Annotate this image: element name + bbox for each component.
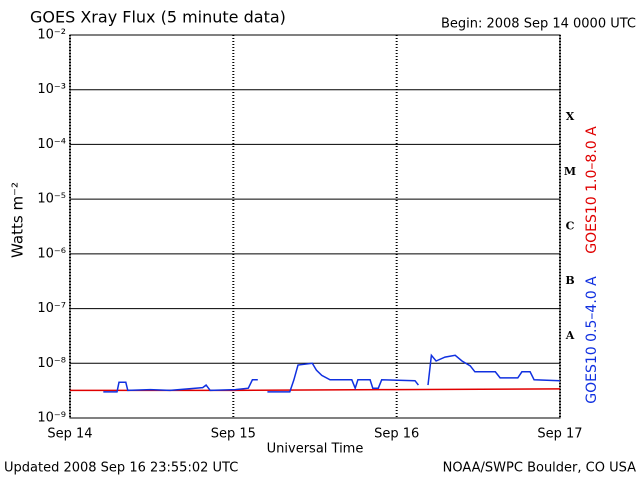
plot-frame <box>69 34 561 419</box>
y-tick-label: 10⁻⁷ <box>37 301 66 316</box>
begin-time: Begin: 2008 Sep 14 0000 UTC <box>441 17 636 32</box>
y-axis-label: Watts m⁻² <box>9 182 27 258</box>
x-tick-label: Sep 17 <box>537 427 582 442</box>
y-tick-label: 10⁻³ <box>37 82 66 97</box>
flare-class-label: A <box>565 329 575 342</box>
legend-entry: GOES10 1.0–8.0 A <box>584 126 600 254</box>
flare-class-label: X <box>566 110 575 123</box>
y-tick-label: 10⁻⁵ <box>37 192 66 207</box>
y-tick-label: 10⁻⁸ <box>37 356 66 371</box>
chart-title: GOES Xray Flux (5 minute data) <box>30 8 286 27</box>
footer-source: NOAA/SWPC Boulder, CO USA <box>443 461 636 476</box>
flare-class-label: M <box>564 165 576 178</box>
y-tick-label: 10⁻⁶ <box>37 246 66 261</box>
y-tick-label: 10⁻² <box>37 28 66 43</box>
flare-class-label: C <box>566 220 575 233</box>
y-tick-label: 10⁻⁹ <box>37 411 66 426</box>
y-tick-label: 10⁻⁴ <box>37 137 66 152</box>
footer-updated: Updated 2008 Sep 16 23:55:02 UTC <box>4 461 238 476</box>
legend-entry: GOES10 0.5–4.0 A <box>584 276 600 404</box>
x-axis-label: Universal Time <box>267 442 364 457</box>
x-tick-label: Sep 14 <box>47 427 92 442</box>
x-tick-label: Sep 16 <box>374 427 419 442</box>
x-tick-label: Sep 15 <box>211 427 256 442</box>
flare-class-label: B <box>565 274 574 287</box>
series-line <box>103 353 561 393</box>
